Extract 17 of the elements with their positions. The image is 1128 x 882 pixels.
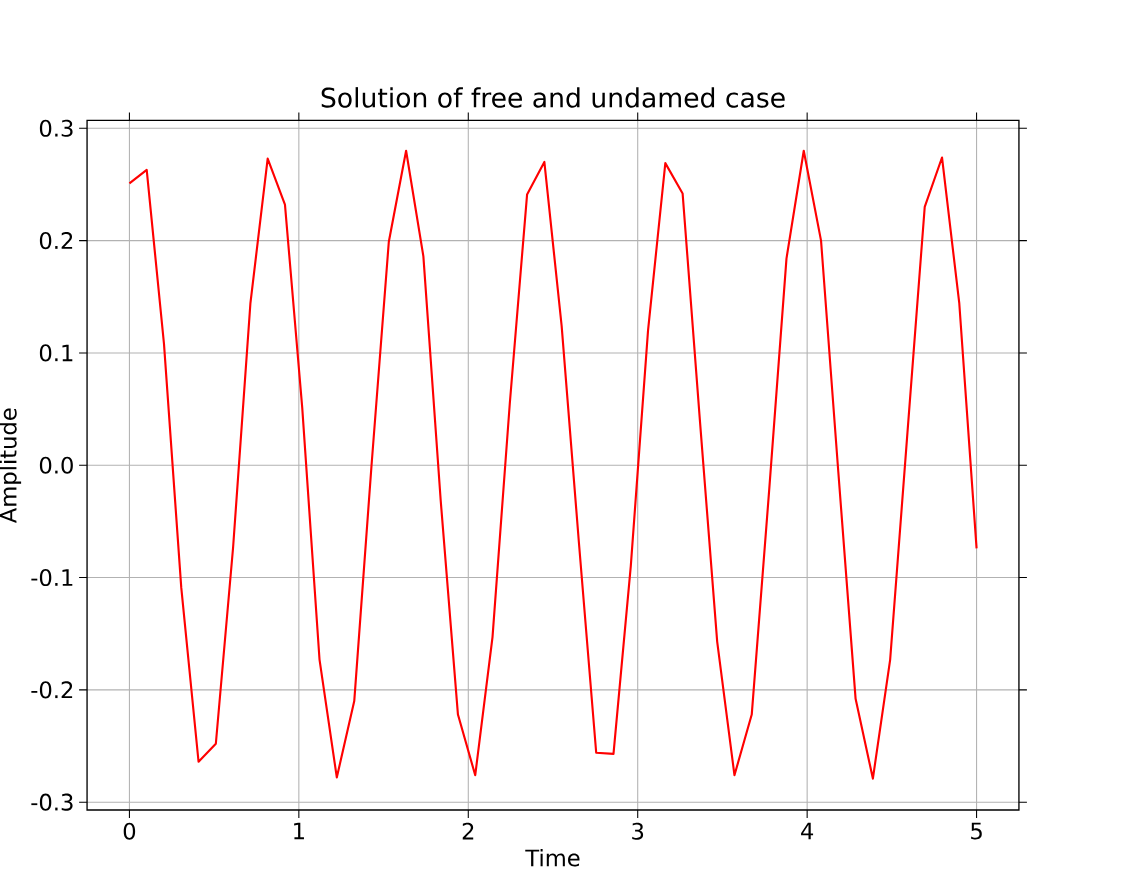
x-tick-label: 1 [294, 822, 304, 840]
x-tick-label: 3 [632, 822, 644, 840]
x-tick-label: 0 [123, 822, 136, 840]
y-tick-label: -0.2 [31, 681, 73, 699]
y-tick-label: 0.2 [39, 232, 73, 250]
y-tick-label: 0.1 [39, 344, 73, 362]
line-series [128, 149, 978, 780]
x-axis-title: Time [525, 848, 580, 867]
x-tick-label: 4 [801, 822, 814, 840]
chart-title: Solution of free and undamed case [321, 87, 785, 108]
y-tick-label: -0.1 [31, 569, 73, 587]
x-tick-label: 2 [462, 822, 474, 840]
y-tick-label: 0.0 [39, 456, 73, 474]
y-axis-title: Amplitude [0, 408, 22, 524]
y-tick-label: 0.3 [39, 119, 73, 137]
x-tick-label: 5 [971, 822, 982, 840]
y-tick-label: -0.3 [31, 793, 73, 811]
